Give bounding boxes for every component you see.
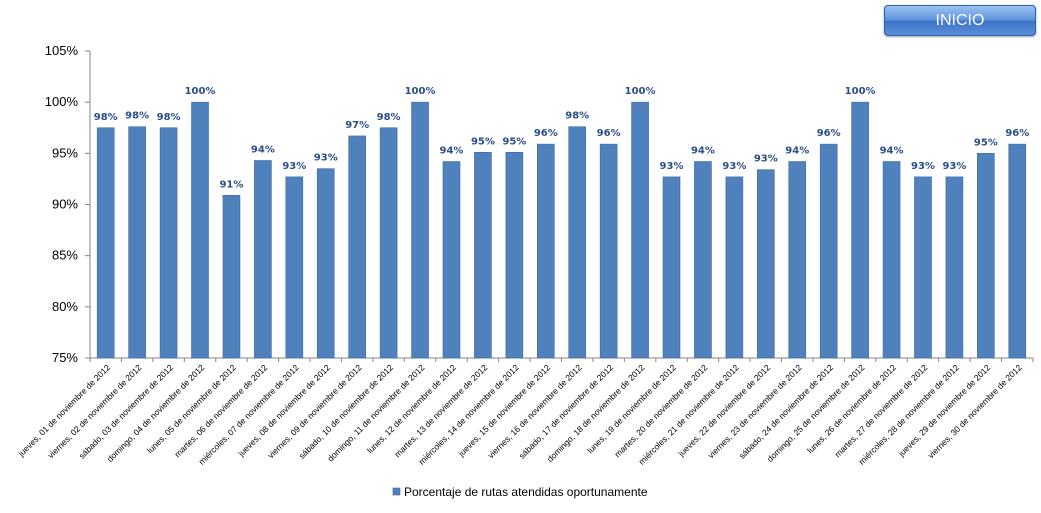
bar [568,126,587,359]
data-label: 98% [157,112,181,123]
data-label: 93% [660,161,684,172]
data-label: 98% [125,111,149,122]
data-label: 96% [597,128,621,139]
y-tick-label: 90% [52,197,78,212]
bar [411,101,429,359]
legend-label: Porcentaje de rutas atendidas oportuname… [404,485,648,499]
y-tick-label: 100% [45,94,79,109]
data-label: 94% [880,146,904,157]
chart-bars [96,101,1027,359]
y-tick-label: 80% [52,299,78,314]
bar [379,127,398,359]
data-label: 93% [722,161,746,172]
data-label: 95% [502,136,526,147]
data-label: 100% [405,86,436,97]
data-label: 93% [911,161,935,172]
bar [819,143,838,359]
data-label: 98% [565,111,589,122]
bar [285,176,304,359]
data-label: 96% [817,128,841,139]
data-label: 93% [754,154,778,165]
data-label: 96% [534,128,558,139]
data-label: 100% [185,86,216,97]
data-label: 94% [785,146,809,157]
bar [945,176,964,359]
y-tick-label: 95% [52,145,78,160]
bar [191,101,209,359]
bar [442,161,461,359]
bar [694,161,712,359]
data-label: 93% [942,161,966,172]
data-labels: 98% 98% 98% 100% 91% 94% 93% 93% 97% 98% 100% 94% 95… [94,86,1030,190]
bar [599,143,618,359]
bar [159,127,178,359]
bar [725,176,744,359]
bar [757,169,775,359]
y-tick-label: 105% [45,43,79,58]
data-label: 94% [691,146,715,157]
data-label: 93% [282,161,306,172]
bar [788,161,807,359]
y-tick-label: 75% [52,350,78,365]
data-label: 97% [345,120,369,131]
bar [851,101,869,359]
bar [96,127,115,359]
bar [631,101,649,359]
bar [1008,143,1027,359]
data-label: 98% [94,112,118,123]
inicio-button[interactable]: INICIO [884,5,1036,36]
bar [882,161,901,359]
data-label: 91% [219,179,243,190]
data-label: 95% [974,137,998,148]
data-label: 98% [377,112,401,123]
data-label: 94% [251,144,275,155]
data-label: 100% [625,86,656,97]
bar [254,160,272,359]
bar [222,194,241,359]
data-label: 94% [440,146,464,157]
data-label: 95% [471,136,495,147]
data-label: 93% [314,153,338,164]
bar [128,126,146,359]
bar [914,176,932,359]
bar [977,153,995,359]
legend-swatch [392,487,401,496]
bar [662,176,681,359]
chart-legend: Porcentaje de rutas atendidas oportuname… [392,485,648,499]
bar [536,143,555,359]
bar [316,168,335,359]
x-axis-ticks: jueves, 01 de noviembre de 2012viernes, … [15,358,1034,467]
data-label: 100% [845,86,876,97]
bar [505,152,524,359]
data-label: 96% [1005,128,1029,139]
y-axis-ticks: 75% 80% 85% 90% 95% 100% 105% [45,43,90,365]
y-tick-label: 85% [52,248,78,263]
bar [474,152,492,359]
bar [348,135,366,359]
